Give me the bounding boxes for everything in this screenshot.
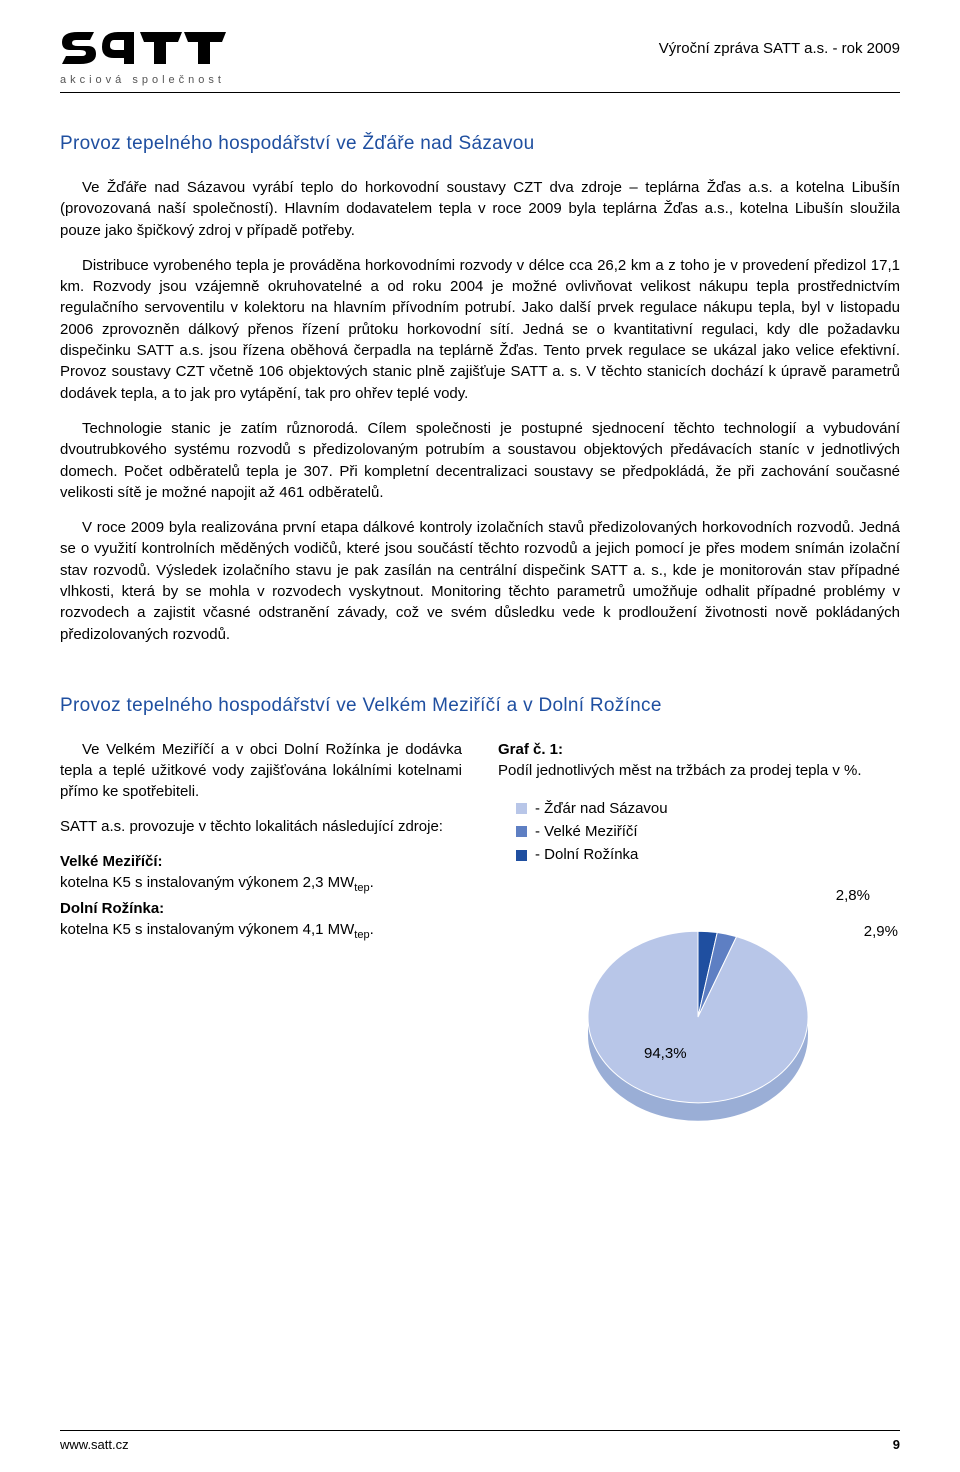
graf-heading: Graf č. 1: Podíl jednotlivých měst na tr…	[498, 739, 900, 781]
logo-block: akciová společnost	[60, 30, 230, 86]
legend-square-icon	[516, 850, 527, 861]
page-header: akciová společnost Výroční zpráva SATT a…	[60, 30, 900, 86]
legend-label: - Dolní Rožínka	[535, 843, 638, 866]
logo-satt	[60, 30, 230, 72]
legend-row: - Žďár nad Sázavou	[516, 797, 900, 820]
footer-url: www.satt.cz	[60, 1437, 129, 1452]
left-vm-text: kotelna K5 s instalovaným výkonem 2,3 MW	[60, 874, 354, 891]
left-p2: SATT a.s. provozuje v těchto lokalitách …	[60, 816, 462, 837]
section1-title: Provoz tepelného hospodářství ve Žďáře n…	[60, 133, 900, 155]
left-dr-label: Dolní Rožínka:	[60, 900, 164, 917]
graf-subtitle: Podíl jednotlivých měst na tržbách za pr…	[498, 762, 862, 779]
legend-square-icon	[516, 803, 527, 814]
left-vm: Velké Meziříčí: kotelna K5 s instalovaný…	[60, 851, 462, 896]
legend-label: - Velké Meziříčí	[535, 820, 638, 843]
column-right: Graf č. 1: Podíl jednotlivých měst na tr…	[498, 739, 900, 1137]
legend-row: - Velké Meziříčí	[516, 820, 900, 843]
two-column-layout: Ve Velkém Meziříčí a v obci Dolní Rožínk…	[60, 739, 900, 1137]
pie-label-2-9: 2,9%	[864, 923, 898, 940]
pie-chart: 2,8% 2,9% 94,3%	[558, 877, 878, 1137]
page-footer: www.satt.cz 9	[60, 1430, 900, 1452]
header-divider	[60, 92, 900, 93]
left-vm-label: Velké Meziříčí:	[60, 853, 163, 870]
left-dr-text: kotelna K5 s instalovaným výkonem 4,1 MW	[60, 921, 354, 938]
logo-subtitle: akciová společnost	[60, 74, 225, 86]
pie-label-2-8: 2,8%	[836, 887, 870, 904]
footer-page-number: 9	[893, 1437, 900, 1452]
left-p1: Ve Velkém Meziříčí a v obci Dolní Rožínk…	[60, 739, 462, 802]
legend-row: - Dolní Rožínka	[516, 843, 900, 866]
column-left: Ve Velkém Meziříčí a v obci Dolní Rožínk…	[60, 739, 462, 1137]
header-report-title: Výroční zpráva SATT a.s. - rok 2009	[659, 30, 900, 57]
pie-label-94-3: 94,3%	[644, 1045, 687, 1062]
sub-tep-1: tep	[354, 882, 369, 894]
graf-title: Graf č. 1:	[498, 741, 563, 758]
section1-p4: V roce 2009 byla realizována první etapa…	[60, 517, 900, 645]
left-dr: Dolní Rožínka: kotelna K5 s instalovaným…	[60, 898, 462, 943]
legend-label: - Žďár nad Sázavou	[535, 797, 668, 820]
section1-p2: Distribuce vyrobeného tepla je prováděna…	[60, 255, 900, 404]
sub-tep-2: tep	[354, 929, 369, 941]
pie-svg	[558, 877, 878, 1137]
section1-p1: Ve Žďáře nad Sázavou vyrábí teplo do hor…	[60, 177, 900, 241]
pie-legend: - Žďár nad Sázavou - Velké Meziříčí - Do…	[516, 797, 900, 867]
legend-square-icon	[516, 826, 527, 837]
section1-p3: Technologie stanic je zatím různorodá. C…	[60, 418, 900, 503]
section2-title: Provoz tepelného hospodářství ve Velkém …	[60, 695, 900, 717]
